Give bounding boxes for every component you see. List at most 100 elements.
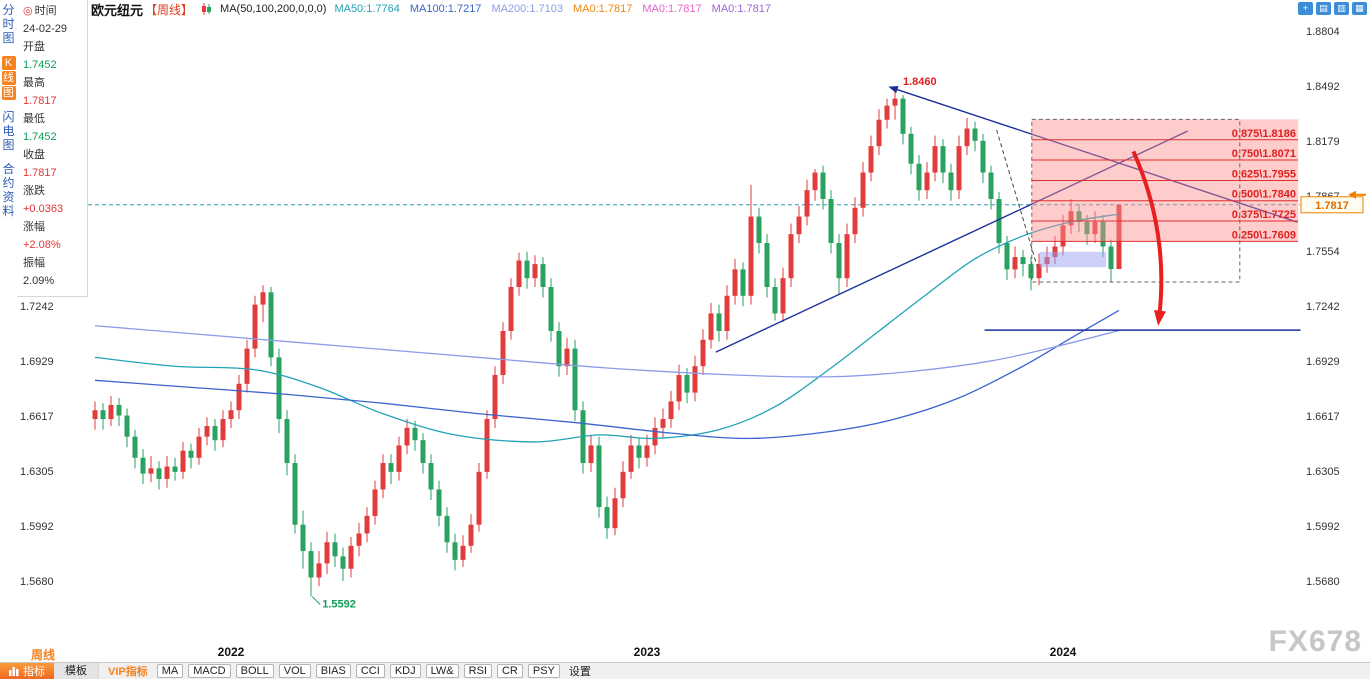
ma-line-MA50 [94,213,1120,443]
ma-value-label: MA200:1.7103 [491,3,563,15]
xaxis-layer: 2022 2023 2024 [218,645,1077,659]
period-label: 【周线】 [145,2,194,17]
watermark: FX678 [1268,625,1362,658]
indicator-button-cr[interactable]: CR [496,664,523,678]
ma-line-MA200 [94,325,1120,378]
svg-text:1.8179: 1.8179 [1306,136,1340,148]
ma-layer [94,213,1120,443]
info-value: 1.7817 [23,167,57,179]
tab-char: 时 [2,17,15,31]
info-rows: ◎ 时间 24-02-29 开盘 1.7452 最高 1.7817 最低 1.7452 收盘 1.7… [23,2,87,290]
info-label: 涨跌 [23,185,45,197]
support-highlight-box [1039,251,1107,268]
ma-value-label: MA0:1.7817 [642,3,702,15]
tab-char: 约 [2,176,15,190]
svg-text:1.8492: 1.8492 [1306,81,1340,93]
info-label: 收盘 [23,149,45,161]
indicator-button-macd[interactable]: MACD [188,664,231,678]
chart-layout-icons: + ▤ ▥ ▦ [1298,2,1367,15]
overlays-layer [1039,150,1166,326]
svg-text:1.7817: 1.7817 [1315,200,1349,212]
chart-header: 欧元纽元 【周线】 MA(50,100,200,0,0,0) MA50:1.77… [91,1,771,18]
info-value: 1.7452 [23,131,57,143]
info-value: 2.09% [23,275,55,287]
year-label: 2023 [634,645,661,659]
template-tab[interactable]: 模板 [54,662,99,679]
tab-char: 图 [2,31,15,45]
svg-text:1.7242: 1.7242 [20,301,54,313]
info-value: 1.7817 [23,95,57,107]
info-label: 最高 [23,77,45,89]
svg-text:1.8804: 1.8804 [1306,26,1340,38]
tab-char: 合 [2,162,15,176]
year-label: 2022 [218,645,245,659]
trend-layer [715,86,1301,353]
ma-config-label: MA(50,100,200,0,0,0) [220,3,327,15]
svg-text:1.5992: 1.5992 [1306,521,1340,533]
ma-value-label: MA100:1.7217 [409,3,482,15]
year-label: 2024 [1050,645,1077,659]
fib-level-label: 0.375\1.7725 [1232,209,1296,221]
grid-layout-icon[interactable]: ▤ [1316,2,1331,15]
projection-arrow [1131,150,1164,319]
trendline-descending-resistance [892,87,1298,223]
fib-level-label: 0.875\1.8186 [1232,128,1296,140]
settings-button[interactable]: 设置 [568,666,591,678]
indicator-button-lw&[interactable]: LW& [425,664,459,678]
crosshair-icon: ◎ [23,5,33,17]
info-value: +2.08% [23,239,61,251]
price-annotation: 1.5592 [322,599,356,611]
info-label: 涨幅 [23,221,45,233]
axis-layer: 1.88041.88041.84921.84921.81791.81791.78… [20,26,1340,588]
tab-char: 线 [1,71,16,85]
indicator-button-kdj[interactable]: KDJ [389,664,421,678]
candlestick-icon [202,3,212,15]
add-panel-icon[interactable]: + [1298,2,1313,15]
sidebar-tab-lightning-chart[interactable]: 闪电图 [2,111,14,152]
indicator-button-cci[interactable]: CCI [355,664,385,678]
indicator-button-rsi[interactable]: RSI [463,664,492,678]
tab-char: 料 [2,204,15,218]
ma-value-label: MA50:1.7764 [334,3,400,15]
fib-level-label: 0.750\1.8071 [1232,148,1296,160]
ann-layer: 1.8460 1.5592 [311,76,937,611]
sidebar-tab-time-chart[interactable]: 分时图 [2,4,14,45]
fib-level-label: 0.625\1.7955 [1232,168,1296,180]
sidebar-tab-contract-info[interactable]: 合约资料 [2,163,14,218]
info-label: 最低 [23,113,45,125]
price-badge [1300,196,1364,214]
dashed-decline-line [996,129,1038,268]
candles-layer [92,91,1122,597]
svg-text:1.5680: 1.5680 [1306,576,1340,588]
info-label: 振幅 [23,257,45,269]
ma-value-label: MA0:1.7817 [573,3,633,15]
indicator-tab-label: 指标 [23,666,45,678]
tab-char: 图 [2,138,15,152]
maximize-icon[interactable]: ▦ [1352,2,1367,15]
svg-text:1.6305: 1.6305 [20,466,54,478]
ohlc-info-panel: ◎ 时间 24-02-29 开盘 1.7452 最高 1.7817 最低 1.7452 收盘 1.7… [17,0,88,297]
svg-text:1.5992: 1.5992 [20,521,54,533]
vip-indicator-tab[interactable]: VIP指标 [108,666,148,678]
indicator-button-vol[interactable]: VOL [278,664,311,678]
indicator-button-boll[interactable]: BOLL [235,664,274,678]
tab-char: 闪 [2,110,15,124]
svg-text:1.6617: 1.6617 [1306,411,1340,423]
chart-panes-icon[interactable]: ▥ [1334,2,1349,15]
indicator-button-ma[interactable]: MA [156,664,184,678]
symbol-title: 欧元纽元 [91,2,144,18]
ma-values: MA50:1.7764 MA100:1.7217 MA200:1.7103 MA0:1… [334,3,771,15]
indicator-button-bias[interactable]: BIAS [315,664,351,678]
timeframe-tab[interactable]: 周线 [31,648,56,662]
latest-price-arrow-icon[interactable] [1348,190,1366,199]
tab-char: 分 [2,3,15,17]
indicator-tab[interactable]: 指标 [0,662,54,679]
indicator-button-psy[interactable]: PSY [527,664,560,678]
fib-layer: 0.875\1.8186 0.750\1.8071 0.625\1.7955 0.50… [1031,118,1299,283]
svg-text:1.6929: 1.6929 [20,356,54,368]
info-value: 24-02-29 [23,23,68,35]
svg-text:1.6305: 1.6305 [1306,466,1340,478]
